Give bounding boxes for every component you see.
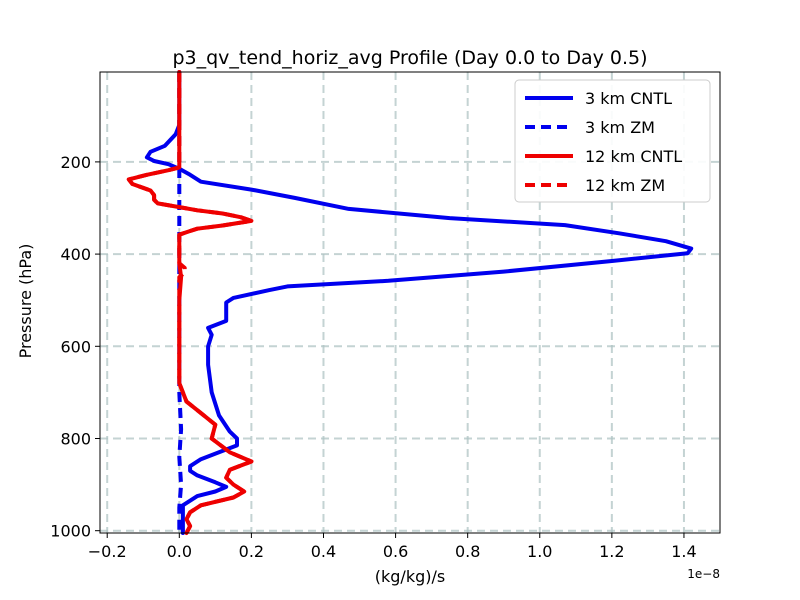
y-tick-label: 200 xyxy=(60,153,91,172)
plot-frame xyxy=(99,71,721,534)
x-tick-label: −0.2 xyxy=(88,542,127,561)
x-tick-label: 1.4 xyxy=(671,542,696,561)
x-tick-label: 1.0 xyxy=(527,542,552,561)
x-axis-label: (kg/kg)/s xyxy=(375,567,445,586)
y-tick-label: 800 xyxy=(60,429,91,448)
legend-box xyxy=(514,79,711,203)
y-tick-label: 400 xyxy=(60,245,91,264)
x-tick-label: 0.2 xyxy=(239,542,264,561)
legend-label: 12 km CNTL xyxy=(585,147,682,166)
legend: 3 km CNTL 3 km ZM 12 km CNTL 12 km ZM xyxy=(514,79,711,203)
x-tick-label: 1.2 xyxy=(599,542,624,561)
x-tick-label: 0.8 xyxy=(455,542,480,561)
y-tick-label: 1000 xyxy=(50,522,91,541)
legend-label: 12 km ZM xyxy=(585,176,665,195)
x-tick-label: 0.6 xyxy=(383,542,408,561)
series-lines xyxy=(126,70,694,535)
x-axis-ticks: −0.2 0.0 0.2 0.4 0.6 0.8 1.0 1.2 1.4 xyxy=(88,533,697,561)
series-line-12-km-zm xyxy=(126,72,254,534)
y-tick-label: 600 xyxy=(60,337,91,356)
y-axis-label: Pressure (hPa) xyxy=(16,244,35,359)
x-axis-offset-label: 1e−8 xyxy=(687,567,720,581)
x-tick-label: 0.0 xyxy=(167,542,192,561)
legend-label: 3 km CNTL xyxy=(585,89,672,108)
y-axis-ticks: 200 400 600 800 1000 xyxy=(50,153,100,541)
legend-label: 3 km ZM xyxy=(585,118,655,137)
chart-title: p3_qv_tend_horiz_avg Profile (Day 0.0 to… xyxy=(172,47,647,69)
x-tick-label: 0.4 xyxy=(311,542,336,561)
